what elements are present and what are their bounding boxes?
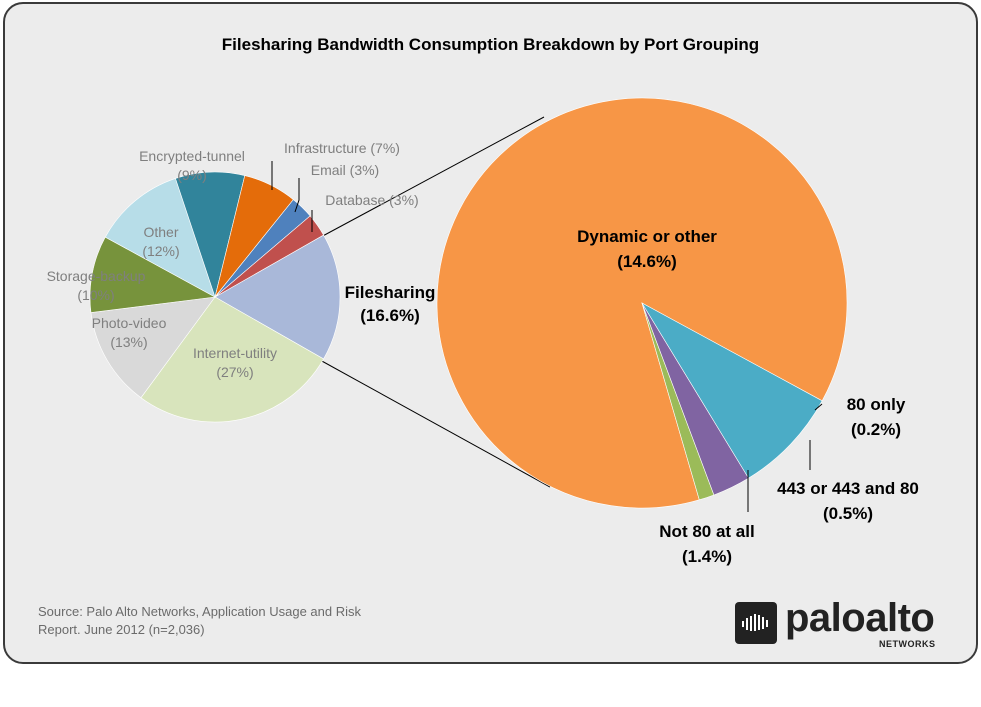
logo-mark-icon <box>735 602 777 644</box>
pie-slice-photo-video <box>90 296 216 399</box>
label-encrypted-tunnel: Encrypted-tunnel (9%) <box>139 148 245 183</box>
pie-slice-not-80-at-all <box>641 302 823 479</box>
source-note: Source: Palo Alto Networks, Application … <box>38 604 362 637</box>
label-email: Email (3%) <box>311 162 379 178</box>
label-infrastructure: Infrastructure (7%) <box>284 140 400 156</box>
chart-title: Filesharing Bandwidth Consumption Breakd… <box>221 35 760 54</box>
label-photo-video: Photo-video (13%) <box>92 315 167 350</box>
label-dynamic-or-other: Dynamic or other (14.6%) <box>577 227 717 271</box>
pie-slice-filesharing <box>214 234 341 360</box>
logo-subtext: NETWORKS <box>879 639 936 649</box>
connector-line-top <box>318 116 545 239</box>
pie-slice-storage-backup <box>89 236 216 313</box>
label-filesharing: Filesharing (16.6%) <box>345 283 436 325</box>
pie-slice-internet-utility <box>140 296 324 423</box>
label-internet-utility: Internet-utility (27%) <box>193 345 277 380</box>
label-80-only: 80 only (0.2%) <box>847 395 906 439</box>
label-database: Database (3%) <box>325 192 418 208</box>
label-443-or-443-and-80: 443 or 443 and 80 (0.5%) <box>777 479 919 523</box>
leader-80-only <box>814 403 823 411</box>
label-not-80-at-all: Not 80 at all (1.4%) <box>659 522 754 566</box>
pie-slice-database <box>214 215 324 298</box>
connector-line-bottom <box>319 359 551 488</box>
pie-slice-other <box>104 178 216 298</box>
leader-email <box>294 178 300 213</box>
label-other: Other (12%) <box>142 224 179 259</box>
logo-wordmark: paloalto <box>785 596 935 640</box>
label-storage-backup: Storage-backup (10%) <box>47 268 146 303</box>
